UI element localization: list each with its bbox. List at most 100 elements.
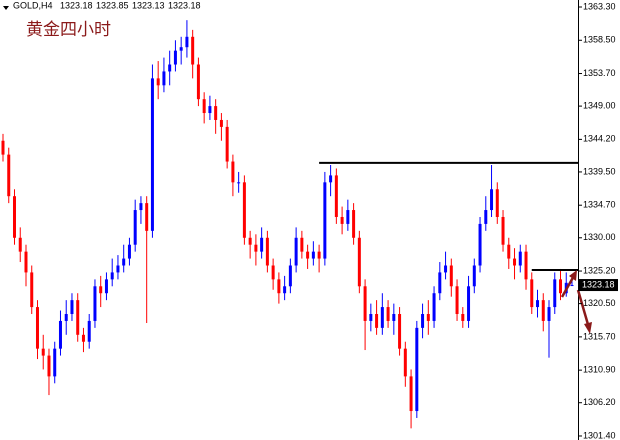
y-tick-label: 1334.70 <box>583 200 616 210</box>
candle-body <box>311 251 315 259</box>
candle-body <box>392 314 396 321</box>
candle-body <box>518 251 522 266</box>
ohlc-low: 1323.13 <box>132 0 165 10</box>
candle-body <box>288 265 292 287</box>
candle-body <box>472 265 476 287</box>
candle-body <box>329 175 333 183</box>
candle-body <box>81 334 85 342</box>
candle-body <box>369 314 373 321</box>
candle-body <box>191 36 195 65</box>
candle-body <box>1 140 5 155</box>
candle-body <box>265 237 269 266</box>
candle-body <box>156 78 160 86</box>
y-tick-label: 1363.30 <box>583 1 616 11</box>
y-tick-label: 1320.50 <box>583 298 616 308</box>
menu-arrow <box>3 6 9 10</box>
candle-body <box>346 210 350 224</box>
candle-body <box>93 286 97 321</box>
candle-body <box>231 161 235 183</box>
plot-area <box>1 20 578 429</box>
y-tick-label: 1306.20 <box>583 397 616 407</box>
candle-body <box>357 237 361 287</box>
candle-body <box>185 36 189 48</box>
candle-body <box>248 237 252 245</box>
candle-body <box>70 300 74 315</box>
candle-body <box>179 47 183 51</box>
candle-body <box>87 320 91 342</box>
price-tag: 1323.18 <box>582 279 615 289</box>
candle-body <box>380 307 384 328</box>
candle-body <box>127 244 131 259</box>
candle-body <box>478 223 482 266</box>
candle-body <box>403 348 407 377</box>
candle-body <box>35 307 39 349</box>
candle-body <box>242 182 246 238</box>
y-tick-label: 1344.20 <box>583 134 616 144</box>
candle-body <box>12 196 16 238</box>
candle-body <box>47 355 51 377</box>
candle-body <box>214 106 218 120</box>
candle-body <box>444 265 448 273</box>
candle-body <box>208 106 212 114</box>
candle-body <box>513 258 517 266</box>
candle-body <box>116 265 120 273</box>
y-tick-label: 1310.90 <box>583 365 616 375</box>
candle-body <box>306 251 310 259</box>
candle-body <box>495 189 499 217</box>
candle-body <box>53 348 57 377</box>
candle-body <box>455 286 459 315</box>
y-tick-label: 1315.70 <box>583 331 616 341</box>
y-tick-label: 1339.50 <box>583 166 616 176</box>
candle-body <box>398 314 402 349</box>
candle-body <box>294 237 298 266</box>
candle-body <box>386 307 390 321</box>
candle-body <box>150 78 154 231</box>
candle-body <box>530 279 534 308</box>
candle-body <box>219 119 223 127</box>
ohlc-close: 1323.18 <box>168 0 201 10</box>
candle-body <box>524 251 528 280</box>
y-tick-label: 1353.70 <box>583 68 616 78</box>
candle-body <box>260 237 264 252</box>
candle-body <box>438 272 442 294</box>
arrow-down <box>576 289 591 329</box>
candle-body <box>490 189 494 211</box>
candle-body <box>237 182 241 184</box>
candle-body <box>421 314 425 328</box>
y-tick-label: 1330.00 <box>583 232 616 242</box>
candle-body <box>196 64 200 100</box>
candle-body <box>271 265 275 280</box>
candle-body <box>541 300 545 321</box>
candle-body <box>139 203 143 211</box>
candle-body <box>99 286 103 294</box>
candle-body <box>24 251 28 273</box>
candle-body <box>133 210 137 245</box>
arrow-head <box>569 270 577 281</box>
candle-body <box>415 327 419 412</box>
candle-body <box>352 210 356 238</box>
candle-body <box>461 314 465 321</box>
candle-body <box>426 314 430 321</box>
candle-body <box>162 71 166 86</box>
candle-body <box>536 300 540 308</box>
candle-body <box>559 279 563 294</box>
candle-body <box>76 300 80 335</box>
candle-body <box>254 244 258 252</box>
candle-body <box>18 237 22 252</box>
y-tick-label: 1325.20 <box>583 265 616 275</box>
y-tick-label: 1301.40 <box>583 430 616 440</box>
candle-body <box>64 314 68 321</box>
candle-body <box>547 307 551 321</box>
candle-body <box>501 216 505 245</box>
candle-body <box>225 126 229 162</box>
y-tick-label: 1358.50 <box>583 35 616 45</box>
candle-body <box>467 286 471 321</box>
arrow-head <box>584 322 592 334</box>
candle-body <box>110 272 114 280</box>
candle-body <box>553 279 557 308</box>
candle-body <box>30 272 34 308</box>
candle-body <box>409 376 413 412</box>
candle-body <box>202 99 206 114</box>
